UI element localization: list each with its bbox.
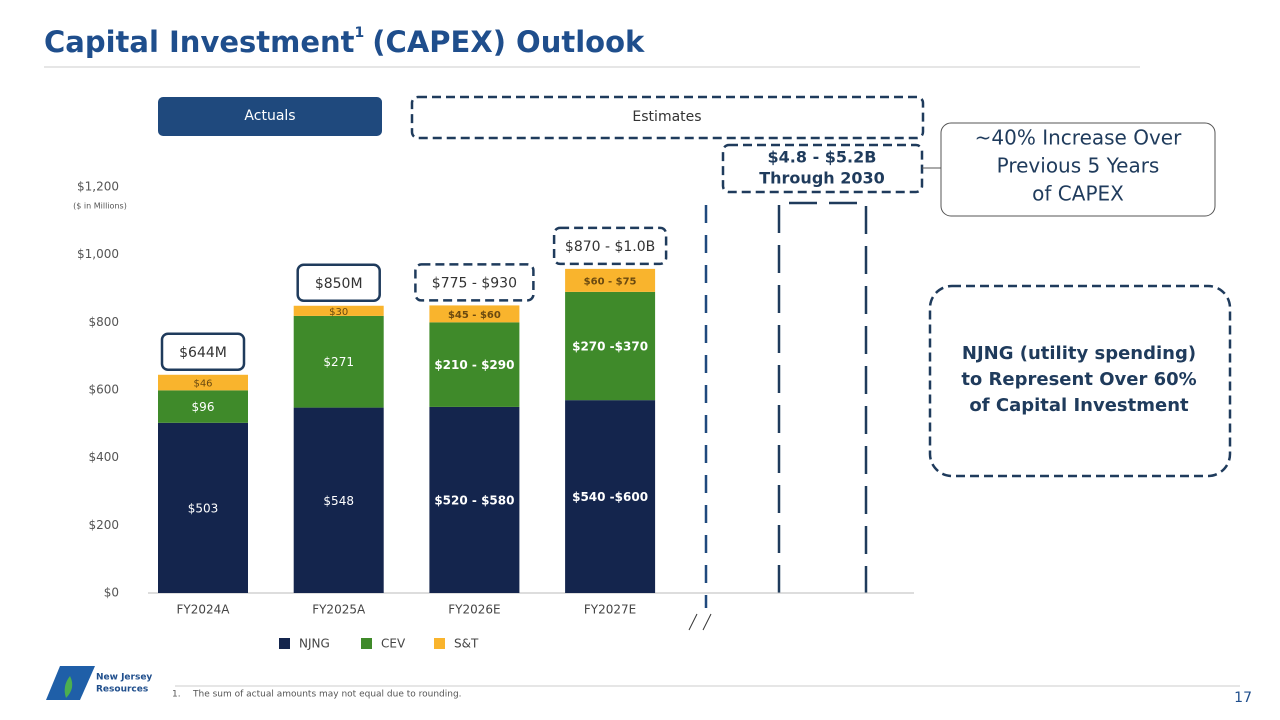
total-box bbox=[160, 332, 246, 372]
total-box bbox=[414, 263, 535, 302]
bar-segment bbox=[158, 390, 248, 423]
value-label: $520 - $580 bbox=[434, 493, 514, 507]
y-tick-label: $1,000 bbox=[77, 247, 119, 261]
legend-swatch bbox=[361, 638, 372, 649]
bar-segment bbox=[565, 400, 656, 593]
njng-callout-text: to Represent Over 60% bbox=[961, 369, 1196, 390]
title: Capital Investment1 (CAPEX) Outlook bbox=[44, 25, 645, 59]
value-label: $60 - $75 bbox=[584, 276, 637, 287]
bar-segment bbox=[565, 268, 656, 292]
legend-swatch bbox=[434, 638, 445, 649]
legend-label: NJNG bbox=[299, 637, 330, 651]
title-suffix: (CAPEX) Outlook bbox=[372, 25, 645, 59]
actuals-label: Actuals bbox=[244, 108, 295, 124]
njng-callout-text: NJNG (utility spending) bbox=[962, 343, 1196, 364]
bar-segment bbox=[429, 406, 520, 593]
estimates-label: Estimates bbox=[632, 109, 701, 125]
bar-segment bbox=[565, 291, 656, 401]
value-label: $271 bbox=[323, 355, 354, 369]
njng-callout-text: of Capital Investment bbox=[969, 395, 1189, 416]
title-main: Capital Investment bbox=[44, 25, 355, 59]
value-label: $548 bbox=[323, 494, 354, 508]
increase-callout-box bbox=[940, 122, 1216, 217]
bar-segment bbox=[429, 322, 520, 407]
range-callout-text: Through 2030 bbox=[759, 169, 885, 188]
logo-text: Resources bbox=[96, 685, 148, 695]
x-tick-label: FY2024A bbox=[177, 603, 231, 617]
estimates-header bbox=[410, 95, 925, 140]
increase-callout-text: ~40% Increase Over bbox=[975, 126, 1182, 150]
range-callout-text: $4.8 - $5.2B bbox=[768, 148, 877, 167]
y-tick-label: $400 bbox=[88, 450, 119, 464]
total-label: $644M bbox=[179, 345, 227, 361]
logo-leaf bbox=[64, 676, 73, 698]
title-sup: 1 bbox=[355, 25, 365, 41]
footnote-number: 1. bbox=[172, 690, 181, 700]
njng-callout-box bbox=[928, 284, 1232, 478]
bar-segment bbox=[429, 305, 520, 323]
total-label: $850M bbox=[315, 276, 363, 292]
value-label: $503 bbox=[188, 501, 219, 515]
y-tick-label: $600 bbox=[88, 383, 119, 397]
break-mark bbox=[702, 613, 712, 631]
value-label: $45 - $60 bbox=[448, 310, 501, 321]
y-unit-label: ($ in Millions) bbox=[73, 202, 127, 211]
y-tick-label: $1,200 bbox=[77, 180, 119, 194]
bar-segment bbox=[158, 422, 248, 593]
legend-label: CEV bbox=[381, 637, 406, 651]
break-mark bbox=[688, 613, 698, 631]
page-number: 17 bbox=[1234, 690, 1252, 706]
value-label: $46 bbox=[193, 379, 212, 390]
total-label: $775 - $930 bbox=[432, 275, 517, 291]
footnote: The sum of actual amounts may not equal … bbox=[192, 690, 462, 700]
x-tick-label: FY2027E bbox=[584, 603, 636, 617]
value-label: $210 - $290 bbox=[434, 358, 514, 372]
y-tick-label: $800 bbox=[88, 315, 119, 329]
increase-callout-text: of CAPEX bbox=[1032, 182, 1124, 206]
value-label: $270 -$370 bbox=[572, 340, 648, 354]
logo-text: New Jersey bbox=[96, 673, 152, 683]
legend-swatch bbox=[279, 638, 290, 649]
legend-label: S&T bbox=[454, 637, 479, 651]
future-outline bbox=[777, 201, 868, 593]
bar-segment bbox=[293, 315, 384, 408]
y-tick-label: $200 bbox=[88, 518, 119, 532]
total-box bbox=[552, 226, 668, 266]
total-label: $870 - $1.0B bbox=[565, 239, 655, 255]
bar-segment bbox=[293, 407, 384, 593]
value-label: $30 bbox=[329, 307, 348, 318]
increase-callout-text: Previous 5 Years bbox=[997, 154, 1160, 178]
bar-segment bbox=[293, 305, 384, 316]
total-box bbox=[296, 263, 381, 303]
actuals-header bbox=[158, 97, 382, 136]
value-label: $96 bbox=[192, 400, 215, 414]
value-label: $540 -$600 bbox=[572, 490, 648, 504]
x-tick-label: FY2025A bbox=[312, 603, 366, 617]
x-tick-label: FY2026E bbox=[448, 603, 500, 617]
bar-segment bbox=[158, 374, 248, 391]
y-tick-label: $0 bbox=[104, 586, 119, 600]
